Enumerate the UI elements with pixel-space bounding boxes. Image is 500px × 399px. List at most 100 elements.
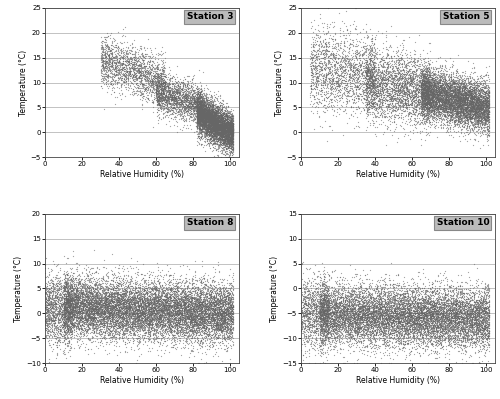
Point <box>386 329 394 336</box>
Point <box>424 296 432 303</box>
Point <box>157 99 165 105</box>
Point <box>421 296 429 303</box>
Point <box>194 296 202 302</box>
Point <box>312 67 320 73</box>
Point <box>433 79 441 86</box>
Point <box>204 110 212 116</box>
Point <box>182 308 190 315</box>
Point <box>45 300 53 307</box>
Point <box>101 280 109 286</box>
Point <box>484 284 492 290</box>
Point <box>228 128 236 134</box>
Point <box>165 81 173 87</box>
Point <box>381 296 389 302</box>
Point <box>381 86 389 93</box>
Point <box>438 93 446 99</box>
Point <box>476 93 484 100</box>
Point <box>204 118 212 124</box>
Point <box>152 312 160 319</box>
Point <box>429 64 437 71</box>
Point <box>135 320 143 326</box>
Point <box>478 113 486 119</box>
Point <box>370 95 378 101</box>
Point <box>478 119 486 125</box>
Point <box>324 302 332 308</box>
Point <box>83 321 91 328</box>
Point <box>388 81 396 87</box>
Point <box>462 300 469 306</box>
Point <box>346 308 354 314</box>
Point <box>219 131 227 137</box>
Point <box>338 66 345 72</box>
Point <box>206 113 214 119</box>
Point <box>198 112 206 118</box>
Point <box>118 334 126 340</box>
Point <box>150 310 158 316</box>
Point <box>386 74 394 80</box>
Point <box>149 316 157 322</box>
Point <box>335 296 343 302</box>
Point <box>202 113 209 120</box>
Point <box>198 107 206 114</box>
Point <box>54 326 62 332</box>
Point <box>108 60 116 66</box>
Point <box>318 309 326 315</box>
Point <box>225 133 233 140</box>
Point <box>168 310 175 317</box>
Point <box>338 55 345 62</box>
Point <box>424 87 432 93</box>
Point <box>110 298 118 304</box>
Point <box>72 308 80 314</box>
Point <box>55 336 63 342</box>
Point <box>54 308 62 314</box>
Point <box>413 317 421 324</box>
Point <box>462 112 470 119</box>
Point <box>386 78 394 85</box>
Point <box>222 129 230 135</box>
Point <box>224 143 232 149</box>
Point <box>189 95 197 101</box>
Point <box>398 51 406 58</box>
Point <box>133 299 141 305</box>
Point <box>482 84 490 91</box>
Point <box>413 73 421 79</box>
Point <box>60 320 68 326</box>
Point <box>78 310 86 316</box>
Point <box>174 324 182 330</box>
Point <box>342 316 349 323</box>
Point <box>200 101 208 107</box>
Point <box>387 307 395 313</box>
Point <box>216 113 224 120</box>
Point <box>96 326 104 333</box>
Point <box>480 87 488 93</box>
Point <box>372 302 380 308</box>
Point <box>82 285 90 291</box>
Point <box>64 296 72 302</box>
Point <box>164 319 172 325</box>
Point <box>398 335 406 342</box>
Point <box>364 310 372 317</box>
Point <box>79 298 87 304</box>
Point <box>368 328 376 334</box>
Point <box>330 304 338 310</box>
Point <box>107 69 115 76</box>
Point <box>200 302 208 308</box>
Point <box>146 318 154 325</box>
Point <box>432 311 440 318</box>
Point <box>422 326 430 332</box>
Point <box>350 318 358 324</box>
Point <box>220 126 228 132</box>
Point <box>143 294 151 300</box>
Point <box>486 330 494 336</box>
Point <box>366 49 374 55</box>
Point <box>194 117 202 123</box>
Point <box>379 280 387 287</box>
Point <box>456 105 464 112</box>
Point <box>110 316 118 322</box>
Point <box>70 286 78 292</box>
Point <box>188 304 196 310</box>
Point <box>402 310 410 316</box>
Point <box>434 103 442 109</box>
Point <box>67 291 75 297</box>
Point <box>168 89 175 96</box>
